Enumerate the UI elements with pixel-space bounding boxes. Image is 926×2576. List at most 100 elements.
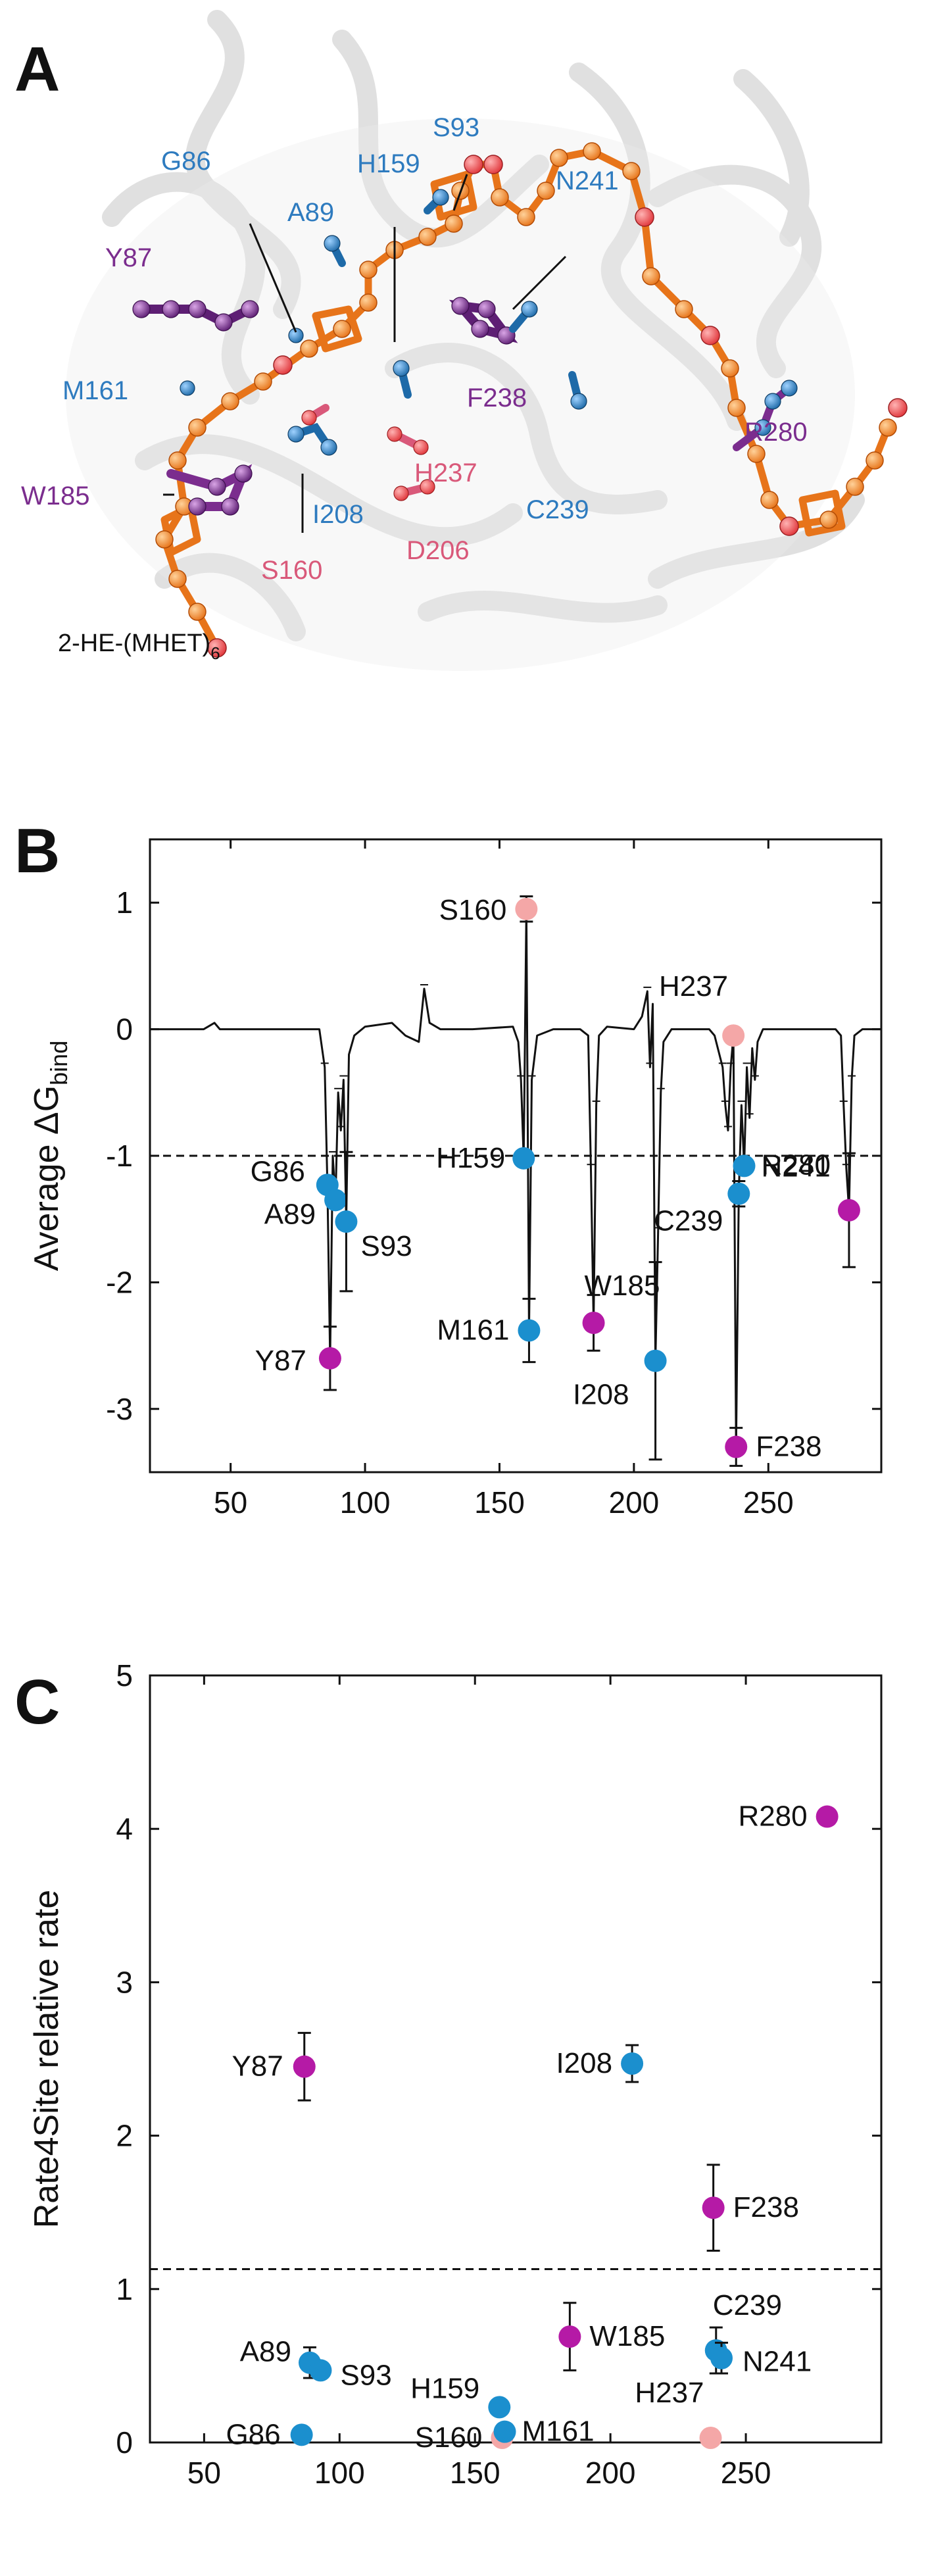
x-tick-label: 100 [314, 2456, 365, 2490]
data-point-a89 [324, 1189, 347, 1212]
panel-a: A [0, 0, 926, 776]
y-axis-label: Average ΔGbind [28, 1041, 72, 1271]
delta-g-chart: 50 100 150 200 250 1 0 -1 -2 -3 Average ΔGbind G86 Y… [28, 838, 883, 1520]
point-label-s93: S93 [360, 1230, 412, 1262]
point-label-y87: Y87 [232, 2050, 283, 2083]
x-tick-label: 250 [721, 2456, 771, 2490]
data-point-f238 [702, 2196, 725, 2219]
point-label-i208: I208 [556, 2047, 612, 2079]
y-tick-label: 0 [116, 2425, 133, 2460]
label-s93: S93 [433, 113, 479, 142]
label-s160: S160 [261, 556, 322, 585]
x-tick-label: 50 [187, 2456, 221, 2490]
y-tick-label: 4 [116, 1812, 133, 1846]
delta-g-profile-line [150, 908, 881, 1449]
y-axis-label: Rate4Site relative rate [28, 1890, 66, 2229]
point-label-s93: S93 [340, 2359, 391, 2391]
point-label-h237: H237 [659, 970, 728, 1003]
side-chains [132, 189, 798, 516]
label-a89: A89 [287, 198, 334, 227]
data-point-i208 [621, 2052, 644, 2075]
point-label-c239: C239 [654, 1205, 723, 1237]
point-label-n241: N241 [762, 1151, 831, 1183]
protein-backbone-ribbon [102, 10, 865, 641]
point-label-r280: R280 [762, 1149, 831, 1181]
data-point-m161 [493, 2420, 516, 2443]
point-label-s160: S160 [439, 894, 507, 926]
point-label-h159: H159 [410, 2372, 479, 2404]
x-tick-label: 200 [585, 2456, 636, 2490]
y-tick-label: -2 [106, 1265, 133, 1299]
protein-structure-figure: G86 A89 H159 S93 N241 Y87 M161 F238 R280… [21, 10, 908, 671]
label-y87: Y87 [105, 243, 152, 272]
point-label-m161: M161 [522, 2415, 595, 2448]
panel-b-letter: B [14, 816, 61, 886]
data-point-h159 [488, 2396, 511, 2419]
label-f238: F238 [467, 384, 527, 412]
point-label-r280: R280 [738, 1800, 807, 1833]
y-tick-label: 0 [116, 1012, 133, 1047]
data-point-c239 [727, 1182, 750, 1205]
label-h159: H159 [357, 149, 420, 178]
data-point-w185 [582, 1311, 605, 1334]
point-label-f238: F238 [756, 1431, 821, 1463]
x-tick-label: 150 [450, 2456, 500, 2490]
x-tick-label: 200 [609, 1485, 660, 1520]
ligand-atoms [155, 142, 908, 658]
y-tick-label: 1 [116, 2272, 133, 2306]
label-h237: H237 [414, 458, 477, 487]
y-axis-label-main: Average ΔG [28, 1085, 66, 1271]
data-point-f238 [725, 1435, 748, 1458]
data-point-h237 [722, 1024, 745, 1047]
y-tick-label: -1 [106, 1139, 133, 1173]
label-d206: D206 [406, 536, 470, 565]
y-tick-label: -3 [106, 1392, 133, 1426]
data-point-r280 [837, 1199, 860, 1222]
x-tick-label: 50 [214, 1485, 247, 1520]
rate4site-chart: 50 100 150 200 250 0 1 2 3 4 5 Rate4Site relative r… [28, 1658, 883, 2490]
point-label-s160: S160 [415, 2421, 483, 2454]
plot-frame [149, 1674, 883, 2444]
data-point-y87 [293, 2055, 316, 2078]
data-point-h237 [699, 2427, 722, 2450]
x-tick-label: 150 [474, 1485, 525, 1520]
data-point-i208 [644, 1349, 667, 1372]
point-label-m161: M161 [437, 1314, 509, 1347]
y-axis-label-sub: bind [45, 1041, 72, 1085]
data-point-h159 [512, 1147, 535, 1170]
point-label-i208: I208 [573, 1379, 629, 1411]
panel-b: B 50 100 150 200 250 1 0 -1 -2 -3 Average ΔGbind G8… [0, 776, 926, 1605]
data-point-s93 [335, 1210, 358, 1233]
label-m161: M161 [62, 376, 128, 405]
side-chain-r280 [733, 384, 793, 451]
point-label-w185: W185 [589, 2320, 665, 2352]
data-point-y87 [318, 1347, 341, 1370]
y-tick-label: 5 [116, 1658, 133, 1693]
y-tick-label: 3 [116, 1965, 133, 1999]
x-tick-label: 250 [743, 1485, 794, 1520]
label-w185: W185 [21, 482, 90, 510]
point-label-g86: G86 [226, 2418, 280, 2450]
point-label-f238: F238 [733, 2191, 799, 2223]
panel-c: C 50 100 150 200 250 0 1 2 3 4 5 Rate4Site relative… [0, 1605, 926, 2573]
point-label-y87: Y87 [255, 1345, 306, 1377]
y-tick-label: 2 [116, 2119, 133, 2153]
label-n241: N241 [556, 166, 619, 195]
point-label-h237: H237 [635, 2377, 704, 2409]
label-leader-lines [163, 174, 567, 533]
point-label-g86: G86 [251, 1155, 305, 1187]
point-label-w185: W185 [585, 1270, 660, 1302]
data-point-g86 [290, 2423, 313, 2446]
label-c239: C239 [526, 495, 589, 524]
label-g86: G86 [161, 147, 211, 176]
data-point-m161 [518, 1319, 541, 1342]
data-point-w185 [558, 2325, 581, 2348]
panel-a-letter: A [14, 34, 61, 105]
point-label-a89: A89 [240, 2336, 291, 2368]
point-label-c239: C239 [713, 2289, 782, 2321]
residue-labels: G86 A89 H159 S93 N241 Y87 M161 F238 R280… [21, 113, 808, 585]
data-point-r280 [816, 1805, 839, 1828]
point-label-h159: H159 [436, 1142, 505, 1174]
point-label-n241: N241 [743, 2346, 812, 2378]
x-tick-label: 100 [340, 1485, 391, 1520]
